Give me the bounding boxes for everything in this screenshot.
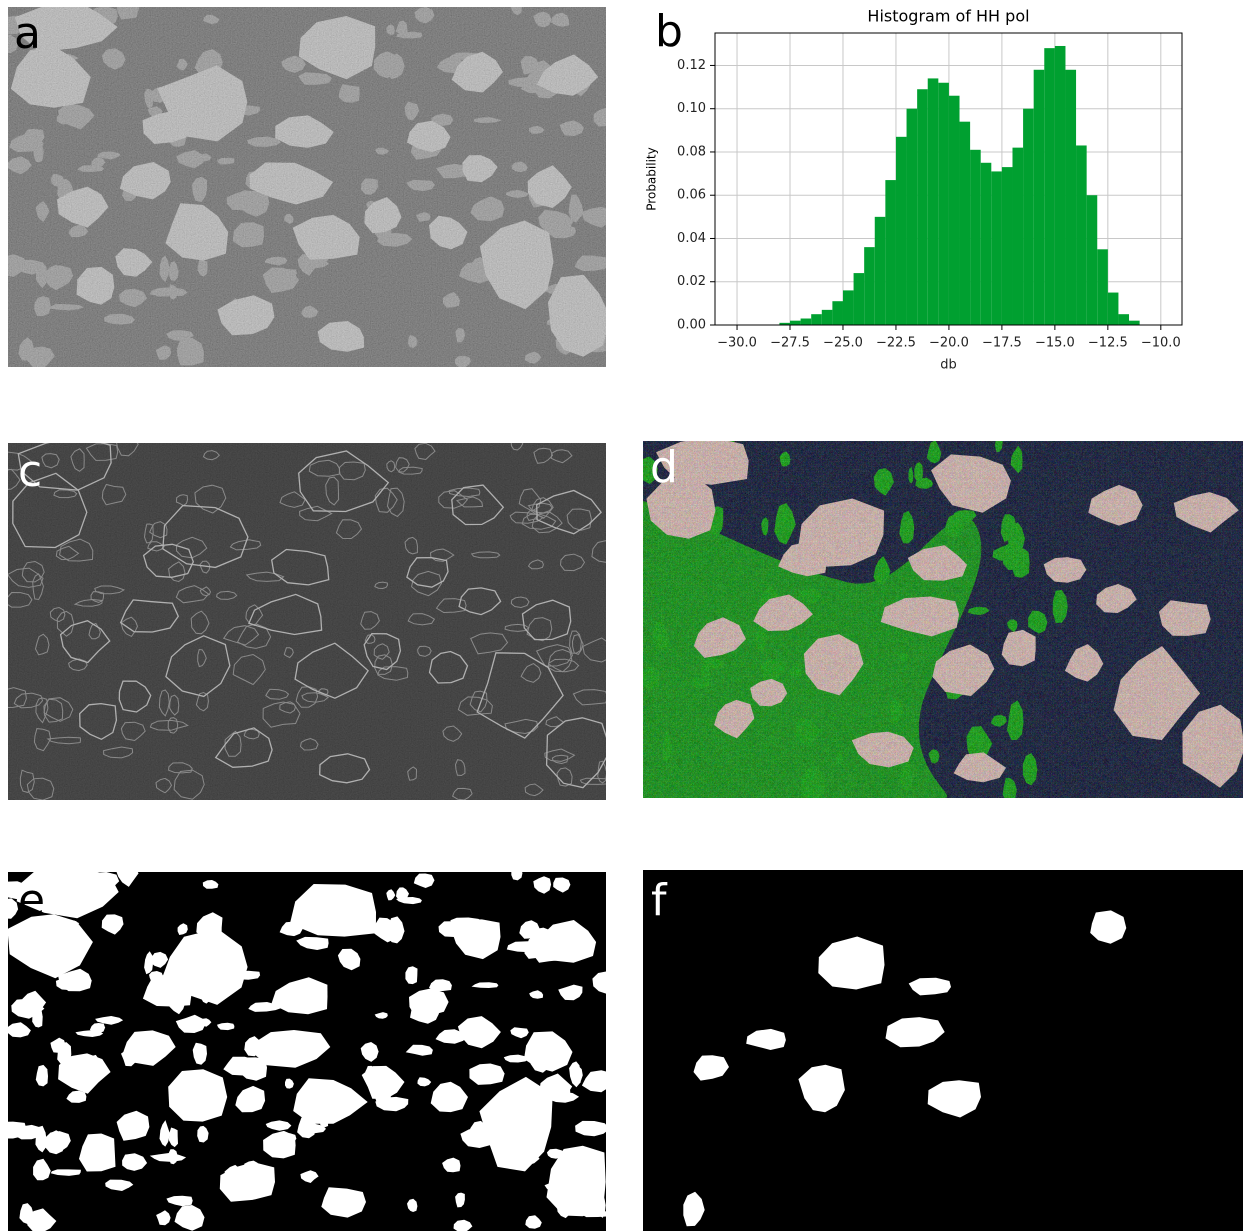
bar (1108, 293, 1119, 325)
x-tick-label: −22.5 (876, 336, 916, 351)
floe (834, 832, 846, 848)
floe (967, 814, 980, 844)
x-tick-label: −15.0 (1035, 336, 1075, 351)
bar (907, 109, 918, 325)
x-tick-label: −17.5 (982, 336, 1022, 351)
image-panel (643, 870, 1243, 1231)
chart-title: Histogram of HH pol (867, 7, 1029, 26)
bar (981, 163, 992, 325)
y-tick-label: 0.02 (677, 274, 706, 289)
grain (8, 443, 606, 800)
background (643, 870, 1243, 1231)
floe (648, 820, 669, 844)
x-axis-label: db (940, 358, 957, 373)
bar (790, 321, 801, 325)
bar (917, 89, 928, 325)
bar (801, 319, 812, 325)
y-tick-label: 0.12 (677, 58, 706, 73)
floe (0, 1122, 27, 1139)
bar (1055, 46, 1066, 325)
floe (168, 1069, 227, 1121)
x-tick-label: −30.0 (717, 336, 757, 351)
bar (875, 217, 886, 325)
bar (1034, 70, 1045, 325)
figure: a b c d e f −30.0 −27.5 −25.0 −22.5 −20.0 −17.5 −15.… (0, 0, 1243, 1231)
x-tick-label: −10.0 (1141, 336, 1181, 351)
bar (928, 78, 939, 325)
x-tick-label: −27.5 (770, 336, 810, 351)
bar (960, 122, 971, 325)
x-tick-label: −25.0 (823, 336, 863, 351)
bar (970, 150, 981, 325)
panel-label: a (14, 8, 41, 59)
bar (1087, 195, 1098, 325)
grain (643, 441, 1243, 798)
bar (949, 96, 960, 325)
bar (811, 314, 822, 325)
x-tick-label: −20.0 (929, 336, 969, 351)
floe (847, 818, 865, 834)
bar (1065, 70, 1076, 325)
bar (1097, 249, 1108, 325)
bar (938, 83, 949, 325)
bar (1044, 48, 1055, 325)
y-tick-label: 0.06 (677, 188, 706, 203)
bar (832, 301, 843, 325)
y-tick-label: 0.00 (677, 318, 706, 333)
image-panel (0, 432, 616, 800)
panel-label: d (650, 442, 678, 493)
y-tick-label: 0.08 (677, 144, 706, 159)
floe (1020, 857, 1033, 872)
x-tick-label: −12.5 (1088, 336, 1128, 351)
floe (756, 822, 763, 852)
floe (845, 808, 860, 841)
panel-label: b (655, 6, 683, 57)
grain (8, 7, 606, 367)
bar (1002, 167, 1013, 325)
page: a b c d e f −30.0 −27.5 −25.0 −22.5 −20.0 −17.5 −15.… (0, 0, 1243, 1231)
bar (1076, 145, 1087, 325)
bar (822, 310, 833, 325)
bar (885, 180, 896, 325)
floe (823, 828, 847, 873)
floe (861, 813, 868, 823)
bar (854, 273, 865, 325)
bar (1023, 109, 1034, 325)
y-tick-label: 0.10 (677, 101, 706, 116)
y-axis-label: Probability (645, 147, 659, 210)
image-panel (0, 860, 614, 1231)
bar (1129, 321, 1140, 325)
panel-label: c (18, 446, 42, 497)
floe (775, 821, 783, 846)
floe (469, 1064, 504, 1085)
bar (896, 137, 907, 325)
bar (1118, 314, 1129, 325)
floe (667, 829, 689, 860)
bar (864, 247, 875, 325)
bar (991, 171, 1002, 325)
bar (1012, 148, 1023, 325)
y-tick-label: 0.04 (677, 231, 706, 246)
floe (749, 814, 756, 854)
floe (961, 823, 985, 857)
bar (843, 290, 854, 325)
panel-label: f (651, 875, 668, 926)
panel-label: e (18, 875, 45, 926)
image-panel (0, 0, 615, 369)
